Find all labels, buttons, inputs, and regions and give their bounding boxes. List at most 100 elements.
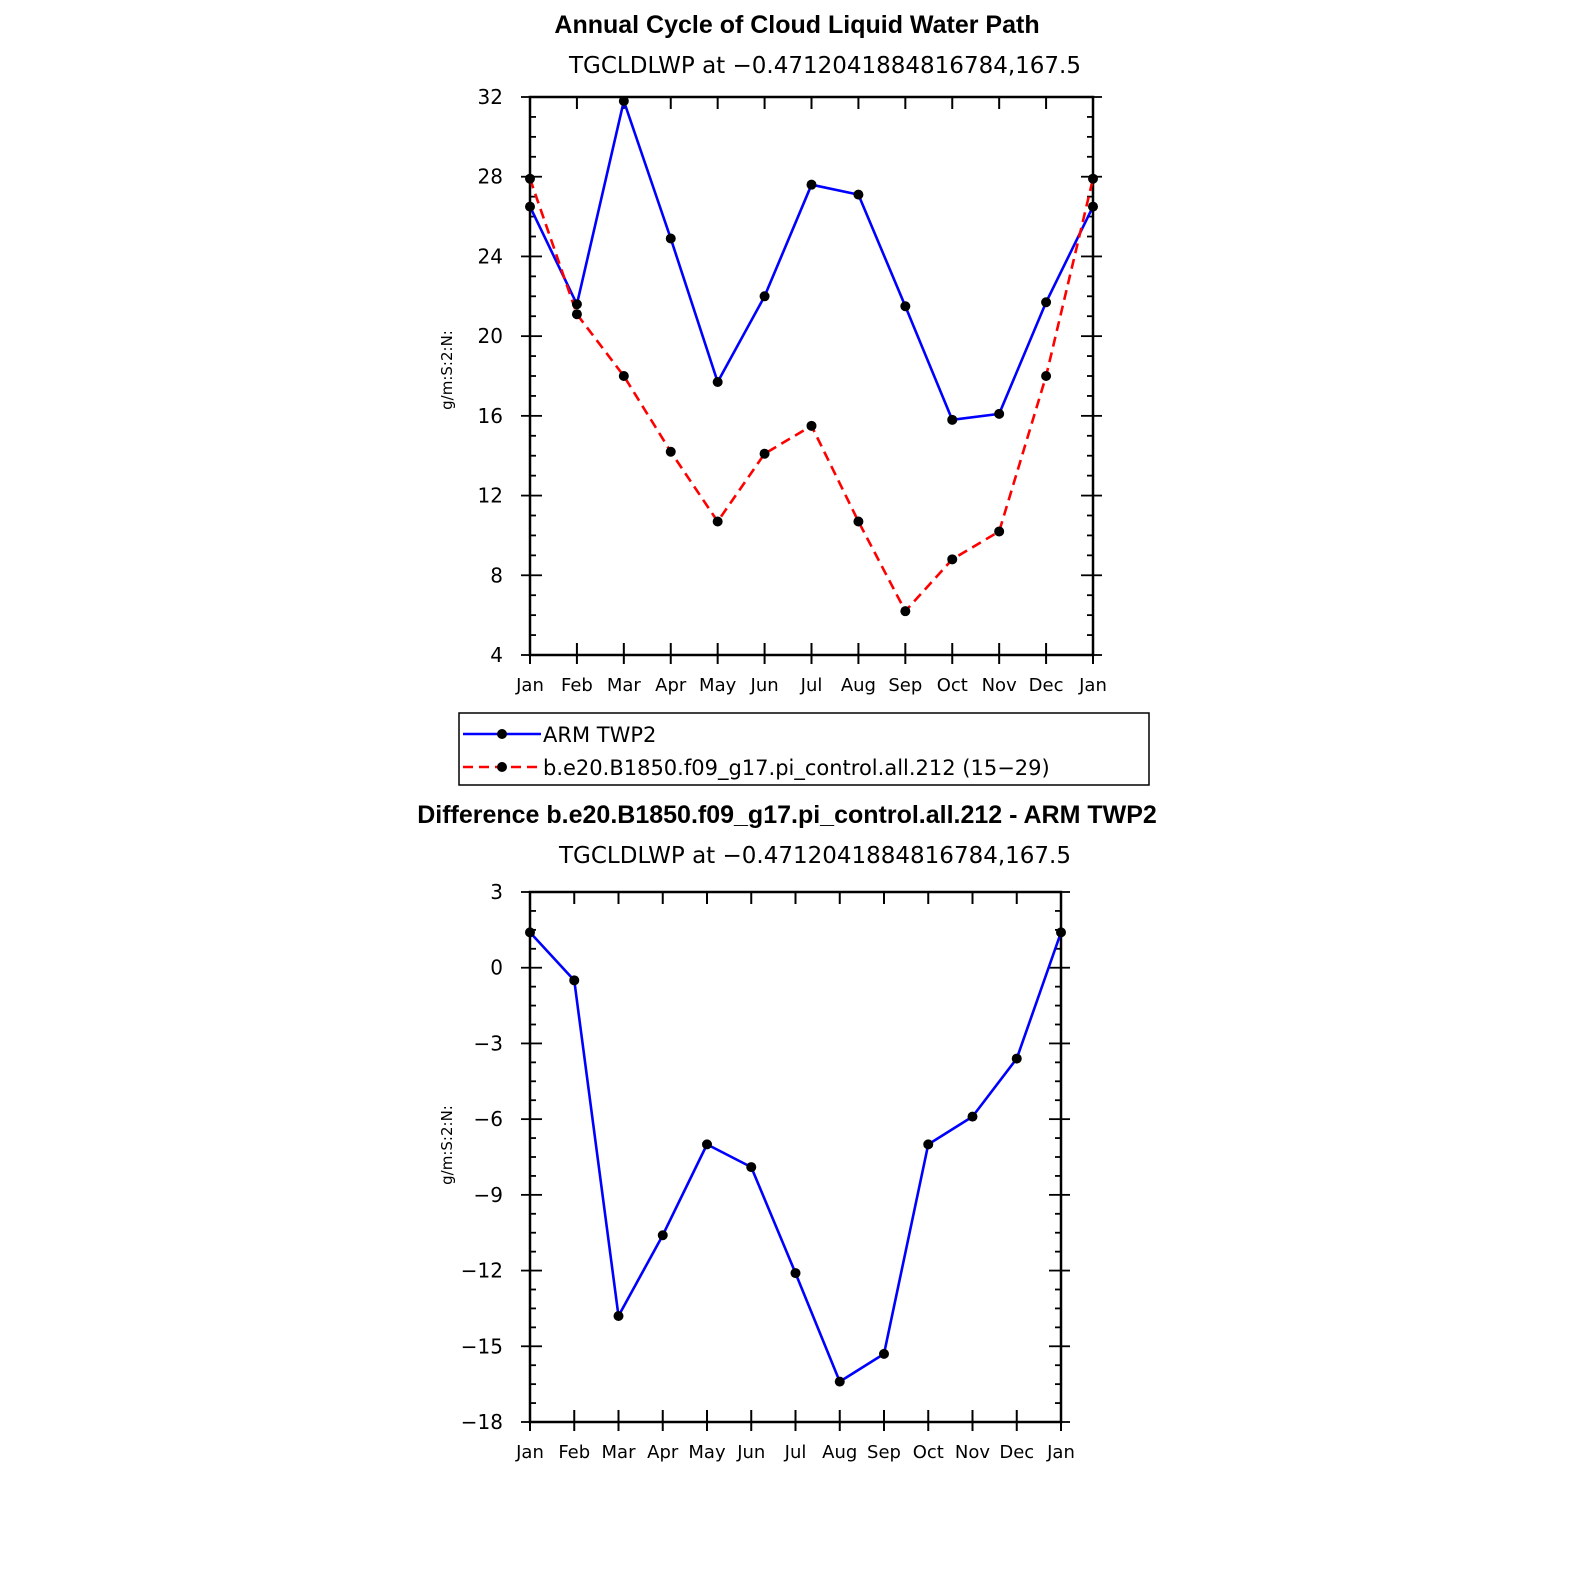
y-tick-label: −9 (474, 1183, 503, 1207)
x-tick-label: Dec (1029, 675, 1064, 696)
x-tick-label: Jan (515, 1442, 544, 1463)
data-point-0 (569, 975, 580, 986)
x-tick-label: Apr (655, 675, 687, 696)
data-point-0 (665, 233, 676, 244)
y-tick-label: 28 (478, 165, 503, 189)
data-point-1 (806, 420, 817, 431)
data-point-0 (923, 1139, 934, 1150)
data-point-0 (1011, 1053, 1022, 1064)
data-point-0 (525, 927, 535, 938)
data-point-1 (665, 446, 676, 457)
data-point-0 (947, 414, 958, 425)
series-line-1 (528, 178, 1095, 613)
y-tick-label: −12 (461, 1259, 503, 1283)
data-point-0 (759, 291, 770, 302)
y-tick-label: 4 (490, 643, 503, 667)
y-tick-label: 24 (478, 244, 503, 268)
x-tick-label: May (688, 1442, 726, 1463)
data-point-0 (967, 1111, 978, 1122)
x-tick-label: Feb (561, 675, 593, 696)
data-point-0 (1088, 201, 1098, 212)
data-point-1 (994, 526, 1005, 537)
data-point-0 (994, 408, 1005, 419)
legend-label-arm: ARM TWP2 (543, 723, 656, 747)
chart-subtitle: TGCLDLWP at −0.4712041884816784,167.5 (568, 53, 1081, 79)
legend-marker-arm (497, 729, 507, 739)
x-tick-label: Aug (841, 675, 876, 696)
y-tick-label: −18 (461, 1410, 503, 1434)
x-tick-label: Jun (736, 1442, 765, 1463)
x-tick-label: Mar (602, 1442, 637, 1463)
chart-subtitle: TGCLDLWP at −0.4712041884816784,167.5 (558, 843, 1071, 869)
y-tick-label: 12 (478, 484, 503, 508)
data-point-0 (1056, 927, 1066, 938)
data-point-0 (618, 95, 629, 106)
x-tick-label: Oct (937, 675, 968, 696)
x-tick-label: Nov (982, 675, 1017, 696)
data-point-0 (613, 1311, 624, 1321)
data-point-0 (879, 1348, 889, 1359)
y-tick-label: 32 (478, 85, 503, 109)
plot-frame (528, 890, 1063, 1424)
data-point-1 (571, 309, 582, 320)
chart-title: Difference b.e20.B1850.f09_g17.pi_contro… (417, 801, 1157, 829)
y-tick-label: 3 (490, 880, 503, 904)
data-point-1 (900, 606, 911, 617)
y-tick-label: 0 (490, 956, 503, 980)
y-tick-label: 16 (478, 404, 503, 428)
x-tick-label: Nov (955, 1442, 990, 1463)
x-tick-label: Oct (913, 1442, 944, 1463)
data-point-1 (1088, 173, 1098, 184)
data-point-0 (571, 299, 582, 310)
series-line-0 (528, 99, 1095, 422)
data-point-1 (759, 448, 770, 459)
plot-area: Jan Feb Mar Apr May Jun Jul Aug Sep Oct Nov Dec Jan 3… (461, 880, 1075, 1463)
data-point-1 (525, 173, 535, 184)
x-tick-label: May (699, 675, 737, 696)
data-point-0 (806, 179, 817, 190)
data-point-0 (712, 376, 723, 387)
data-point-1 (1041, 371, 1052, 381)
x-tick-label: Feb (558, 1442, 590, 1463)
legend: ARM TWP2 b.e20.B1850.f09_g17.pi_control.… (458, 712, 1150, 786)
data-point-0 (657, 1230, 668, 1241)
x-tick-label: Jun (750, 675, 779, 696)
data-point-0 (525, 201, 535, 212)
data-point-0 (702, 1139, 712, 1150)
data-point-0 (853, 189, 864, 200)
chart-title: Annual Cycle of Cloud Liquid Water Path (554, 11, 1039, 39)
data-point-0 (1041, 297, 1052, 308)
x-tick-label: Apr (647, 1442, 679, 1463)
x-tick-label: Jul (784, 1442, 807, 1463)
legend-box (458, 712, 1150, 786)
y-tick-label: −6 (474, 1107, 503, 1131)
x-tick-label: Sep (888, 675, 922, 696)
data-point-0 (834, 1376, 845, 1387)
x-tick-label: Sep (867, 1442, 901, 1463)
data-point-0 (746, 1162, 757, 1173)
data-point-1 (618, 371, 629, 381)
y-tick-label: −3 (474, 1031, 503, 1055)
legend-marker-model (497, 762, 507, 772)
series-line-0 (529, 931, 1063, 1383)
y-tick-label: 8 (490, 563, 503, 587)
x-tick-label: Mar (607, 675, 642, 696)
data-point-0 (900, 301, 911, 312)
x-tick-label: Jul (800, 675, 823, 696)
plot-area: Jan Feb Mar Apr May Jun Jul Aug Sep Oct Nov Dec Jan 3… (478, 85, 1107, 696)
x-tick-label: Jan (1078, 675, 1107, 696)
annual-cycle-chart: Annual Cycle of Cloud Liquid Water Path … (438, 11, 1150, 786)
data-point-1 (712, 516, 723, 527)
y-tick-label: −15 (461, 1334, 503, 1358)
y-axis-label: g/m:S:2:N: (438, 1105, 456, 1185)
data-point-1 (853, 516, 864, 527)
data-point-1 (947, 554, 958, 565)
x-tick-label: Jan (1046, 1442, 1075, 1463)
x-tick-label: Aug (822, 1442, 857, 1463)
x-tick-label: Dec (999, 1442, 1034, 1463)
difference-chart: Difference b.e20.B1850.f09_g17.pi_contro… (417, 801, 1157, 1463)
legend-label-model: b.e20.B1850.f09_g17.pi_control.all.212 (… (543, 756, 1050, 781)
y-axis-label: g/m:S:2:N: (438, 330, 456, 410)
data-point-0 (790, 1268, 801, 1279)
